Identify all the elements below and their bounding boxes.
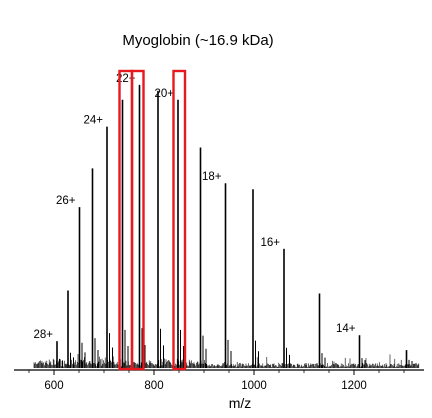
charge-label: 14+ (336, 323, 356, 335)
charge-label: 18+ (202, 171, 222, 183)
charge-label: 16+ (260, 237, 280, 249)
peak-series (56, 84, 413, 368)
x-axis-ticks: 600 800 1000 1200 (28, 370, 405, 392)
charge-label: 20+ (154, 88, 174, 100)
highlight-box (130, 69, 145, 371)
x-tick-label: 600 (44, 380, 63, 392)
highlight-box (118, 69, 134, 371)
charge-state-labels: 28+26+24+22+20+18+16+14+ (33, 73, 355, 341)
highlight-boxes (118, 69, 187, 371)
charge-label: 26+ (56, 195, 76, 207)
x-axis-label: m/z (229, 395, 252, 411)
x-tick-label: 1000 (241, 380, 267, 392)
charge-label: 28+ (33, 329, 53, 341)
x-tick-label: 1200 (341, 380, 367, 392)
chart-title: Myoglobin (~16.9 kDa) (122, 32, 273, 49)
x-tick-label: 800 (144, 380, 163, 392)
charge-label: 24+ (83, 115, 103, 127)
highlight-box (172, 69, 187, 371)
